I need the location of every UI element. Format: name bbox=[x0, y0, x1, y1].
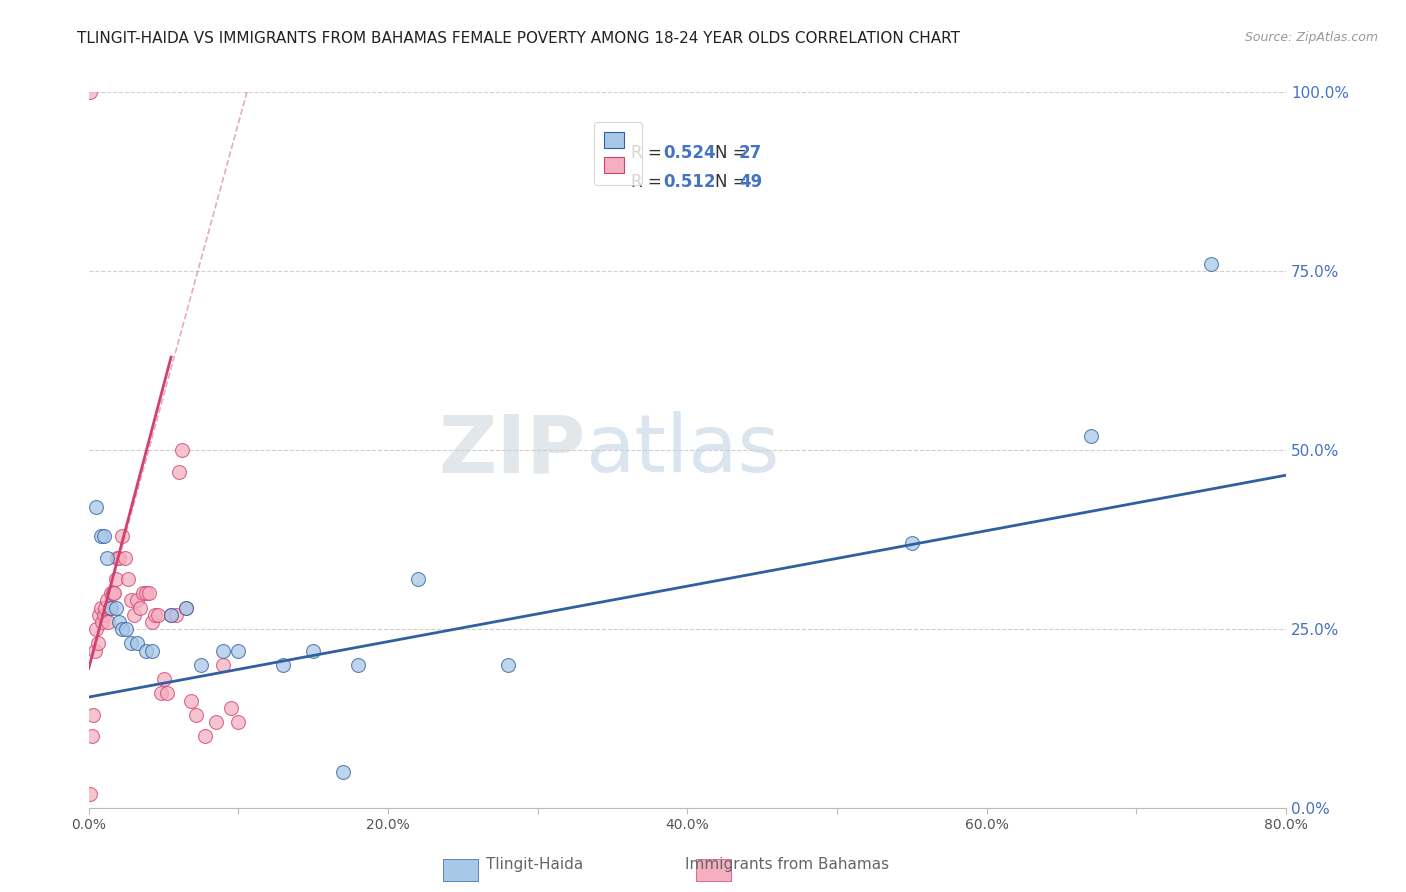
Point bbox=[84, 500, 107, 515]
Point bbox=[104, 572, 127, 586]
Point bbox=[167, 465, 190, 479]
Point bbox=[115, 622, 138, 636]
Point bbox=[165, 607, 187, 622]
Point bbox=[146, 607, 169, 622]
Point bbox=[100, 586, 122, 600]
Point bbox=[160, 607, 183, 622]
Legend: , : , bbox=[593, 122, 643, 185]
Text: 0.524: 0.524 bbox=[664, 144, 716, 161]
Point bbox=[90, 529, 112, 543]
Point bbox=[135, 586, 157, 600]
Point bbox=[100, 600, 122, 615]
Point bbox=[105, 550, 128, 565]
Point bbox=[83, 643, 105, 657]
Point bbox=[190, 657, 212, 672]
Point bbox=[93, 529, 115, 543]
Point bbox=[271, 657, 294, 672]
Point bbox=[152, 672, 174, 686]
Text: N =: N = bbox=[714, 144, 752, 161]
Point bbox=[89, 607, 111, 622]
Point bbox=[228, 643, 250, 657]
Point bbox=[179, 693, 201, 707]
Point bbox=[131, 586, 153, 600]
Point bbox=[79, 787, 101, 801]
Text: atlas: atlas bbox=[585, 411, 780, 489]
Point bbox=[114, 550, 136, 565]
Point bbox=[205, 715, 228, 730]
Point bbox=[141, 643, 163, 657]
Point bbox=[219, 700, 242, 714]
Point bbox=[186, 708, 208, 723]
Text: 49: 49 bbox=[738, 172, 762, 191]
Point bbox=[1080, 429, 1102, 443]
Point bbox=[155, 686, 177, 700]
Point bbox=[174, 600, 197, 615]
Point bbox=[96, 550, 118, 565]
Text: Tlingit-Haida: Tlingit-Haida bbox=[485, 857, 583, 872]
Point bbox=[103, 586, 125, 600]
Point bbox=[117, 572, 139, 586]
Point bbox=[107, 550, 129, 565]
Point bbox=[212, 657, 235, 672]
Point bbox=[96, 593, 118, 607]
Point bbox=[143, 607, 166, 622]
Point bbox=[228, 715, 250, 730]
Text: N =: N = bbox=[714, 172, 752, 191]
Point bbox=[174, 600, 197, 615]
Point bbox=[80, 730, 103, 744]
Point bbox=[1199, 257, 1222, 271]
Point bbox=[194, 730, 217, 744]
Text: 27: 27 bbox=[738, 144, 762, 161]
Point bbox=[93, 607, 115, 622]
Text: R =: R = bbox=[631, 144, 666, 161]
Point bbox=[141, 615, 163, 629]
Text: TLINGIT-HAIDA VS IMMIGRANTS FROM BAHAMAS FEMALE POVERTY AMONG 18-24 YEAR OLDS CO: TLINGIT-HAIDA VS IMMIGRANTS FROM BAHAMAS… bbox=[77, 31, 960, 46]
Point bbox=[94, 600, 117, 615]
Text: R =: R = bbox=[631, 172, 666, 191]
Point bbox=[125, 593, 148, 607]
Point bbox=[87, 636, 110, 650]
Point bbox=[111, 529, 134, 543]
Point bbox=[79, 86, 101, 100]
Text: ZIP: ZIP bbox=[439, 411, 585, 489]
Point bbox=[122, 607, 145, 622]
Point bbox=[101, 586, 124, 600]
Point bbox=[212, 643, 235, 657]
Point bbox=[120, 636, 142, 650]
Point bbox=[138, 586, 160, 600]
Point bbox=[84, 622, 107, 636]
Text: Immigrants from Bahamas: Immigrants from Bahamas bbox=[685, 857, 890, 872]
Point bbox=[149, 686, 172, 700]
Point bbox=[135, 643, 157, 657]
Point bbox=[91, 615, 114, 629]
Point bbox=[128, 600, 150, 615]
Text: Source: ZipAtlas.com: Source: ZipAtlas.com bbox=[1244, 31, 1378, 45]
Point bbox=[90, 600, 112, 615]
Point bbox=[82, 708, 104, 723]
Point bbox=[347, 657, 370, 672]
Point bbox=[332, 765, 354, 780]
Text: 0.512: 0.512 bbox=[664, 172, 716, 191]
Point bbox=[120, 593, 142, 607]
Point bbox=[160, 607, 183, 622]
Point bbox=[496, 657, 519, 672]
Point bbox=[111, 622, 134, 636]
Point bbox=[97, 615, 120, 629]
Point bbox=[170, 443, 193, 458]
Point bbox=[98, 600, 121, 615]
Point bbox=[302, 643, 325, 657]
Point bbox=[107, 615, 129, 629]
Point bbox=[901, 536, 924, 550]
Point bbox=[125, 636, 148, 650]
Point bbox=[406, 572, 429, 586]
Point bbox=[104, 600, 127, 615]
